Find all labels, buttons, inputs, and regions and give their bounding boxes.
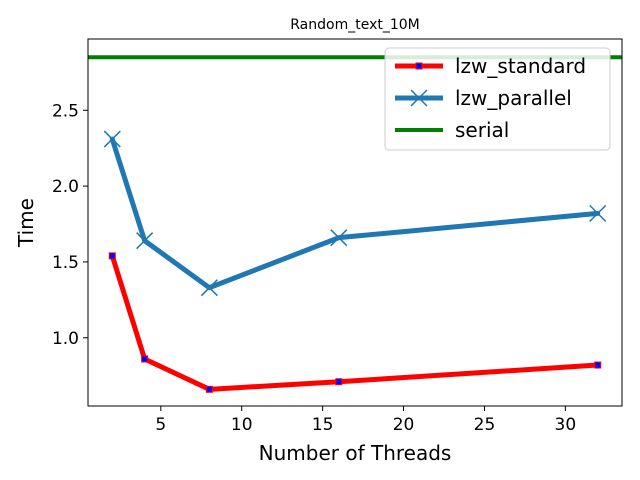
chart-title: Random_text_10M [290,17,420,33]
legend-entry-serial: serial [395,118,509,142]
x-axis-ticks: 5 10 15 20 25 30 [155,406,576,435]
x-tick-label: 5 [155,415,166,435]
lzw-parallel-point [589,204,607,222]
x-tick-label: 30 [555,415,577,435]
legend-label: serial [455,118,509,142]
legend-label: lzw_parallel [455,86,572,110]
legend-label: lzw_standard [455,54,586,78]
y-tick-label: 1.5 [52,253,79,273]
legend-box [384,47,611,151]
y-tick-label: 2.5 [52,101,79,121]
lzw-standard-point [205,385,213,393]
y-axis-label: Time [14,198,38,248]
lzw-parallel-point [103,130,121,148]
legend-entry-lzw-standard: lzw_standard [395,54,586,78]
y-tick-label: 1.0 [52,329,79,349]
lzw-standard-point [108,252,116,260]
x-tick-label: 10 [231,415,253,435]
x-axis-label: Number of Threads [259,441,452,465]
x-tick-label: 15 [312,415,334,435]
lzw-parallel-point [136,232,154,250]
lzw-parallel-point [200,279,218,297]
lzw-standard-point [335,378,343,386]
y-tick-label: 2.0 [52,177,79,197]
x-tick-label: 25 [474,415,496,435]
legend-marker [410,89,428,107]
legend-marker [415,62,423,70]
lzw-standard-line [109,253,601,392]
x-tick-label: 20 [393,415,415,435]
lzw-standard-point [594,361,602,369]
lzw-standard-point [141,355,149,363]
plot-frame [87,38,623,407]
lzw-parallel-point [330,229,348,247]
lzw-parallel-line [109,136,601,291]
legend-entry-lzw-parallel: lzw_parallel [395,86,572,110]
y-axis-ticks: 1.0 1.5 2.0 2.5 [52,101,88,349]
